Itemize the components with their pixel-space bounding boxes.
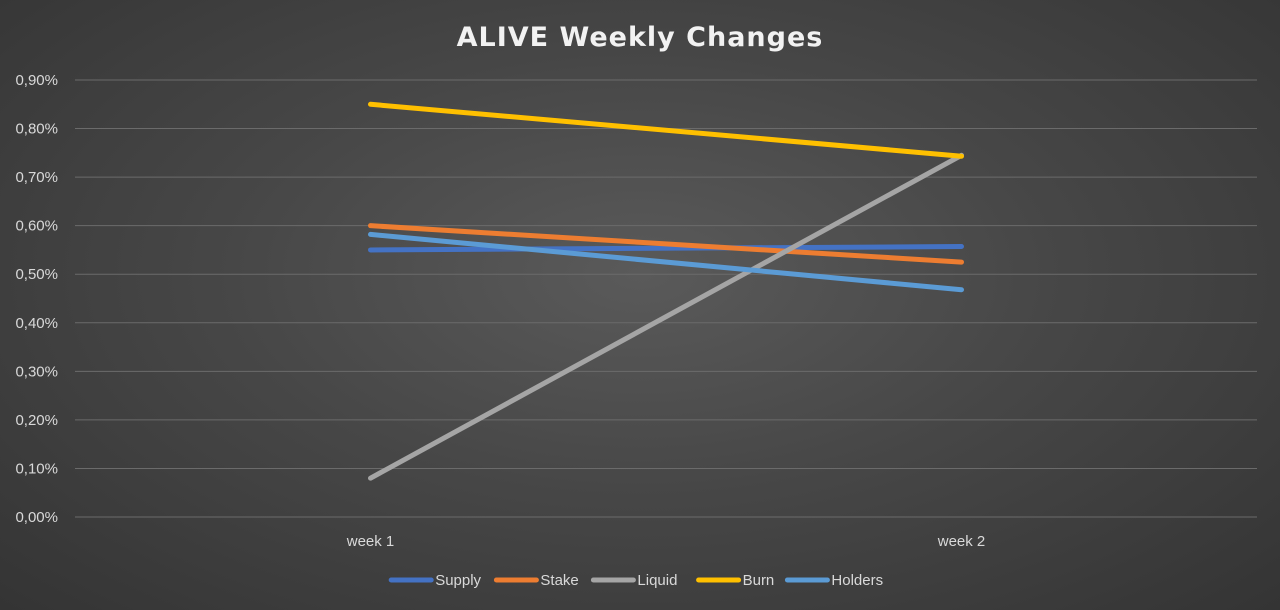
series-line-holders [368,231,964,293]
y-tick-label: 0,30% [15,363,58,380]
x-tick-label: week 2 [937,533,986,550]
series-line-burn [368,101,964,159]
series-lines [368,101,964,481]
x-axis-tick-labels: week 1 week 2 [346,533,986,550]
legend: Supply Stake Liquid Burn Holders [388,572,883,589]
series-line-liquid [368,152,964,481]
series-line-supply [368,244,964,253]
y-tick-label: 0,90% [15,72,58,89]
y-tick-label: 0,00% [15,509,58,526]
y-tick-label: 0,80% [15,121,58,138]
legend-label-holders: Holders [831,572,883,589]
x-tick-label: week 1 [346,533,395,550]
gridlines [75,79,1257,518]
series-line-stake [368,223,964,265]
legend-label-burn: Burn [743,572,775,589]
y-axis-tick-labels: 0,00% 0,10% 0,20% 0,30% 0,40% 0,50% 0,60% 0,70%… [15,72,58,526]
legend-label-supply: Supply [435,572,481,589]
legend-label-liquid: Liquid [637,572,677,589]
chart-title: ALIVE Weekly Changes [457,22,824,53]
y-tick-label: 0,10% [15,460,58,477]
y-tick-label: 0,40% [15,315,58,332]
y-tick-label: 0,60% [15,218,58,235]
y-tick-label: 0,20% [15,412,58,429]
legend-label-stake: Stake [540,572,578,589]
y-tick-label: 0,50% [15,266,58,283]
y-tick-label: 0,70% [15,169,58,186]
